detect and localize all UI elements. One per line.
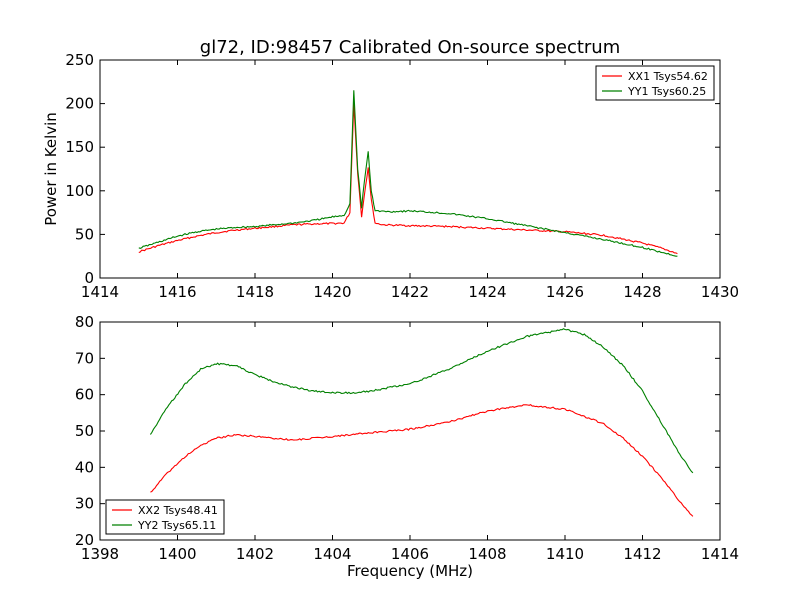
x-tick-label: 1418 (236, 283, 274, 301)
legend-entry: YY2 Tsys65.11 (137, 519, 216, 532)
x-tick-label: 1410 (546, 545, 584, 563)
series-line-1 (150, 404, 694, 517)
legend: XX1 Tsys54.62 YY1 Tsys60.25 (595, 65, 715, 101)
x-tick-label: 1402 (236, 545, 274, 563)
x-axis-label: Frequency (MHz) (347, 562, 473, 580)
x-tick-label: 1430 (701, 283, 739, 301)
x-tick-label: 1414 (81, 283, 119, 301)
y-tick-label: 80 (75, 313, 94, 331)
y-tick-label: 60 (75, 386, 94, 404)
y-tick-label: 30 (75, 495, 94, 513)
top-panel: 1414 1416 1418 1420 1422 1424 1426 1428 1430 0 50 1… (42, 51, 739, 301)
y-tick-label: 100 (65, 182, 94, 200)
x-tick-label: 1406 (391, 545, 429, 563)
y-tick-label: 0 (84, 269, 94, 287)
legend-entry: XX2 Tsys48.41 (138, 504, 218, 517)
y-tick-label: 20 (75, 531, 94, 549)
x-tick-label: 1424 (468, 283, 506, 301)
y-tick-label: 40 (75, 458, 94, 476)
x-tick-label: 1398 (81, 545, 119, 563)
x-tick-label: 1414 (701, 545, 739, 563)
y-tick-label: 150 (65, 138, 94, 156)
bottom-panel: 1398 1400 1402 1404 1406 1408 1410 1412 1414 20 30… (75, 313, 739, 563)
series-line-2 (149, 328, 694, 474)
legend-entry: XX1 Tsys54.62 (628, 70, 708, 83)
y-tick-label: 250 (65, 51, 94, 69)
y-tick-label: 70 (75, 349, 94, 367)
y-tick-label: 50 (75, 225, 94, 243)
y-axis-label: Power in Kelvin (42, 112, 60, 226)
x-tick-label: 1428 (623, 283, 661, 301)
x-tick-label: 1400 (158, 545, 196, 563)
series-line-1 (138, 103, 678, 255)
legend-box (595, 65, 715, 101)
x-tick-label: 1404 (313, 545, 351, 563)
chart-title: gl72, ID:98457 Calibrated On-source spec… (200, 37, 620, 58)
x-tick-label: 1416 (158, 283, 196, 301)
series-line-2 (138, 90, 678, 257)
y-tick-label: 50 (75, 422, 94, 440)
legend-entry: YY1 Tsys60.25 (627, 85, 706, 98)
legend-box (105, 499, 225, 535)
x-tick-label: 1412 (623, 545, 661, 563)
x-tick-label: 1420 (313, 283, 351, 301)
x-tick-label: 1426 (546, 283, 584, 301)
legend: XX2 Tsys48.41 YY2 Tsys65.11 (105, 499, 225, 535)
y-tick-label: 200 (65, 95, 94, 113)
x-tick-label: 1408 (468, 545, 506, 563)
x-tick-label: 1422 (391, 283, 429, 301)
